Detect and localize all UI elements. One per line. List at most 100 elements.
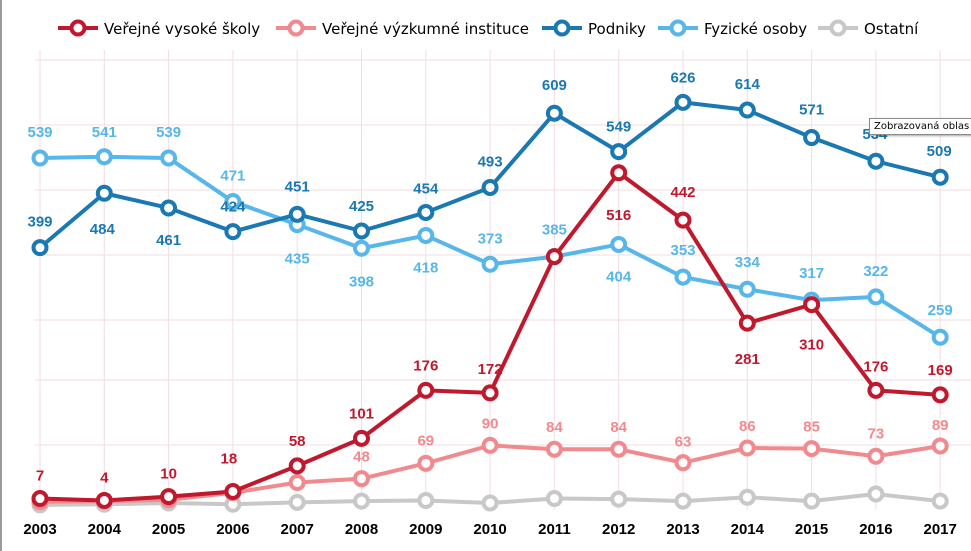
data-point-ostatni[interactable] [610,490,628,508]
data-point-podniky[interactable] [481,178,499,196]
data-label-fyzicke-osoby: 539 [27,124,52,141]
data-point-verejne-vyzkumne-instituce[interactable] [545,440,563,458]
data-point-podniky[interactable] [610,143,628,161]
data-label-fyzicke-osoby: 418 [413,259,438,276]
data-point-podniky[interactable] [867,152,885,170]
data-point-verejne-vysoke-skoly[interactable] [545,248,563,266]
data-point-verejne-vysoke-skoly[interactable] [803,296,821,314]
data-point-fyzicke-osoby[interactable] [610,235,628,253]
data-point-fyzicke-osoby[interactable] [95,148,113,166]
data-point-ostatni[interactable] [803,492,821,510]
data-point-podniky[interactable] [417,203,435,221]
data-point-verejne-vyzkumne-instituce[interactable] [353,470,370,488]
data-point-ostatni[interactable] [353,492,370,510]
data-point-verejne-vysoke-skoly[interactable] [481,384,499,402]
data-point-podniky[interactable] [31,239,49,257]
x-tick-label: 2013 [666,521,699,538]
data-point-fyzicke-osoby[interactable] [481,255,499,273]
data-point-verejne-vysoke-skoly[interactable] [224,482,242,500]
data-point-ostatni[interactable] [674,492,692,510]
data-point-podniky[interactable] [674,93,692,111]
data-label-verejne-vysoke-skoly: 18 [221,450,238,467]
legend-item-verejne-vyzkumne-instituce[interactable]: Veřejné výzkumné instituce [276,19,529,38]
data-point-verejne-vyzkumne-instituce[interactable] [288,474,306,492]
legend-item-podniky[interactable]: Podniky [542,19,646,38]
legend-label-verejne-vysoke-skoly: Veřejné vysoké školy [104,20,260,38]
data-point-verejne-vysoke-skoly[interactable] [610,164,628,182]
data-point-ostatni[interactable] [288,493,306,511]
data-point-fyzicke-osoby[interactable] [224,193,242,211]
data-point-fyzicke-osoby[interactable] [931,328,949,346]
data-point-podniky[interactable] [803,129,821,147]
data-point-podniky[interactable] [95,184,113,202]
data-point-podniky[interactable] [288,205,306,223]
data-point-verejne-vysoke-skoly[interactable] [353,429,370,447]
data-point-verejne-vyzkumne-instituce[interactable] [931,437,949,455]
data-point-podniky[interactable] [224,223,242,241]
x-tick-label: 2008 [345,521,378,538]
data-point-fyzicke-osoby[interactable] [417,226,435,244]
data-point-podniky[interactable] [545,104,563,122]
data-label-podniky: 454 [413,180,439,197]
data-point-podniky[interactable] [160,199,178,217]
data-point-verejne-vyzkumne-instituce[interactable] [481,436,499,454]
x-tick-label: 2010 [473,521,506,538]
data-label-verejne-vysoke-skoly: 176 [863,358,888,375]
data-point-ostatni[interactable] [738,488,756,506]
data-point-ostatni[interactable] [545,490,563,508]
data-point-verejne-vyzkumne-instituce[interactable] [674,454,692,472]
data-point-ostatni[interactable] [867,485,885,503]
data-point-fyzicke-osoby[interactable] [160,149,178,167]
data-point-verejne-vysoke-skoly[interactable] [417,381,435,399]
data-point-ostatni[interactable] [931,492,949,510]
data-point-fyzicke-osoby[interactable] [738,280,756,298]
data-label-verejne-vyzkumne-instituce: 73 [868,425,885,442]
data-point-ostatni[interactable] [417,491,435,509]
data-point-podniky[interactable] [353,222,370,240]
data-label-podniky: 399 [27,214,52,231]
data-label-verejne-vyzkumne-instituce: 89 [932,417,949,434]
data-point-verejne-vysoke-skoly[interactable] [867,381,885,399]
legend-label-fyzicke-osoby: Fyzické osoby [704,20,807,38]
data-label-podniky: 626 [670,69,695,86]
data-point-verejne-vyzkumne-instituce[interactable] [417,454,435,472]
chart-left-border [0,0,2,551]
data-point-ostatni[interactable] [481,494,499,512]
legend-item-verejne-vysoke-skoly[interactable]: Veřejné vysoké školy [58,19,260,38]
data-point-fyzicke-osoby[interactable] [867,288,885,306]
data-point-fyzicke-osoby[interactable] [353,239,370,257]
data-point-verejne-vysoke-skoly[interactable] [738,314,756,332]
legend-item-ostatni[interactable]: Ostatní [818,19,919,38]
data-label-podniky: 549 [606,119,631,136]
legend[interactable]: Veřejné vysoké školy Veřejné výzkumné ins… [58,19,919,38]
data-point-verejne-vyzkumne-instituce[interactable] [867,447,885,465]
data-point-verejne-vysoke-skoly[interactable] [931,386,949,404]
data-label-verejne-vyzkumne-instituce: 48 [353,449,370,466]
data-point-podniky[interactable] [738,101,756,119]
data-point-fyzicke-osoby[interactable] [674,268,692,286]
data-label-fyzicke-osoby: 541 [92,124,117,141]
data-label-fyzicke-osoby: 317 [799,265,824,282]
data-point-verejne-vysoke-skoly[interactable] [288,457,306,475]
x-axis-labels: 2003 2004 2005 2006 2007 2008 2009 2010 2011 2012… [23,521,957,538]
legend-marker-ostatni [829,19,847,37]
data-point-verejne-vysoke-skoly[interactable] [31,490,49,508]
x-tick-label: 2005 [152,521,185,538]
legend-item-fyzicke-osoby[interactable]: Fyzické osoby [658,19,807,38]
x-tick-label: 2014 [731,521,765,538]
data-point-podniky[interactable] [931,168,949,186]
data-point-verejne-vysoke-skoly[interactable] [160,488,178,506]
x-tick-label: 2011 [538,521,571,538]
data-point-verejne-vysoke-skoly[interactable] [95,491,113,509]
data-point-verejne-vyzkumne-instituce[interactable] [738,439,756,457]
data-label-verejne-vyzkumne-instituce: 86 [739,418,756,435]
legend-marker-verejne-vysoke-skoly [69,19,87,37]
data-point-verejne-vyzkumne-instituce[interactable] [610,440,628,458]
data-label-verejne-vysoke-skoly: 58 [289,433,306,450]
series-points [31,93,949,514]
data-point-fyzicke-osoby[interactable] [31,149,49,167]
data-label-podniky: 451 [285,178,310,195]
data-point-verejne-vysoke-skoly[interactable] [674,211,692,229]
data-point-verejne-vyzkumne-instituce[interactable] [803,440,821,458]
